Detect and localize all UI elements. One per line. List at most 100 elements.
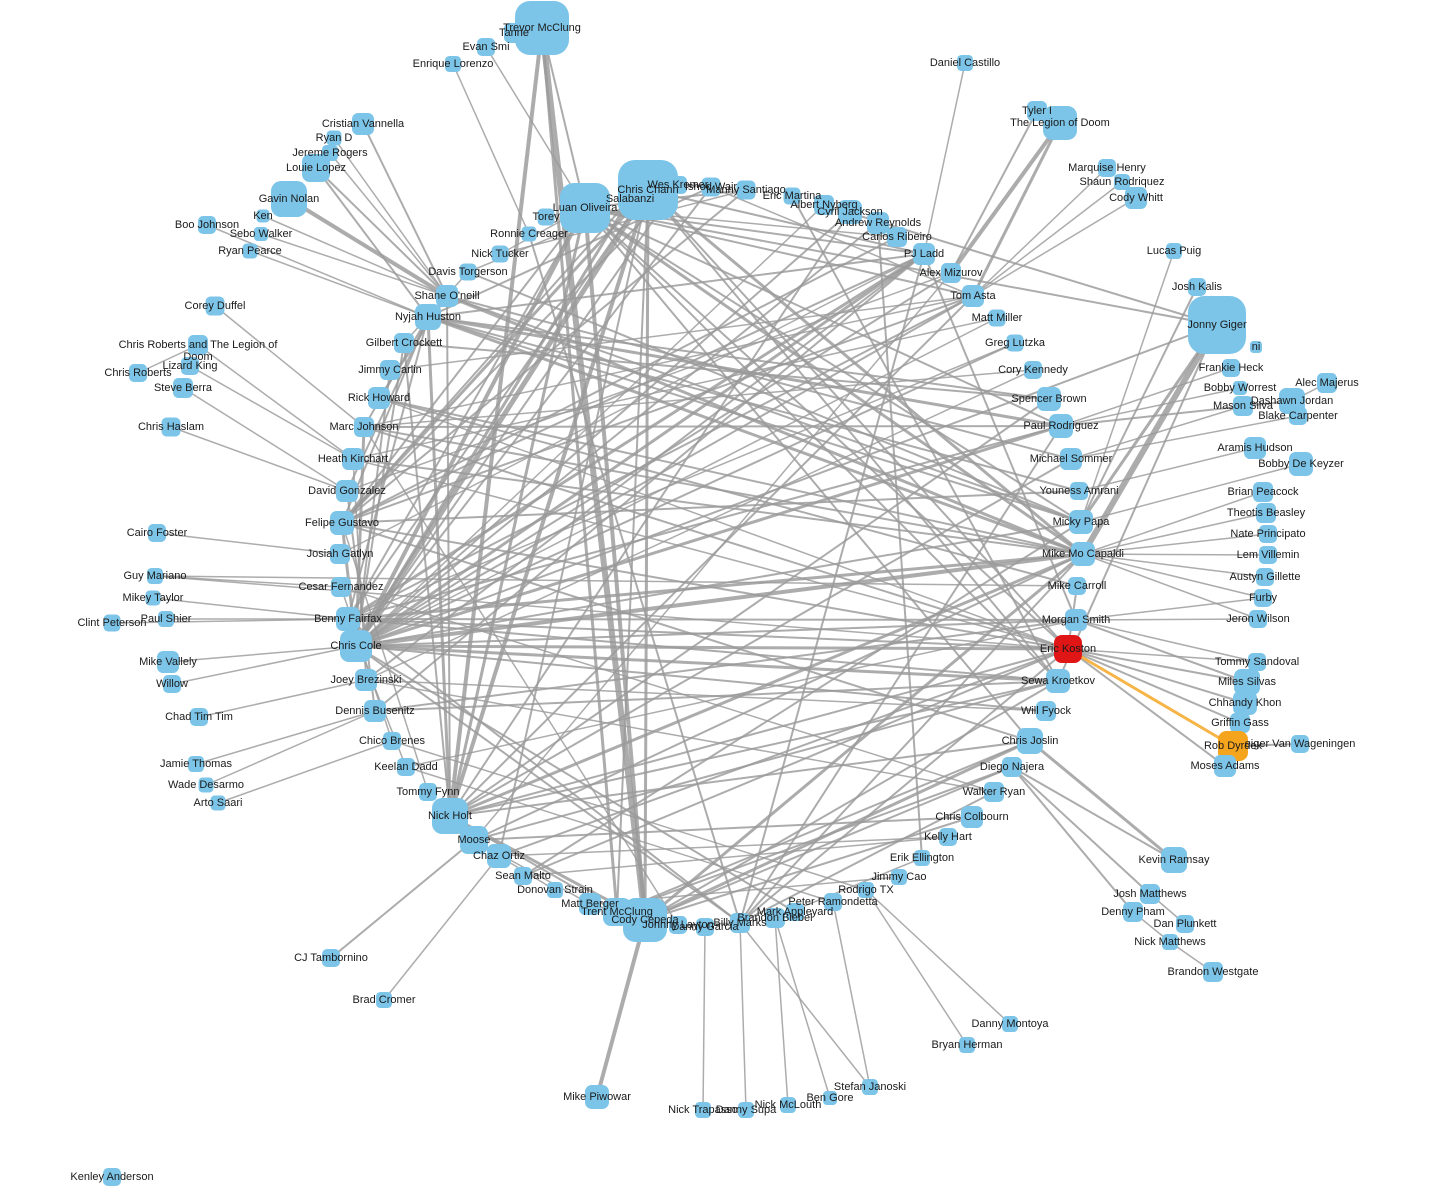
node-wade-desarmo[interactable]	[198, 777, 214, 793]
node-greg-lutzka[interactable]	[1006, 334, 1024, 352]
node-tanne[interactable]	[504, 23, 524, 43]
node-peter-ramondetta[interactable]	[824, 893, 842, 911]
node-ryan-d[interactable]	[326, 130, 342, 146]
node-kenley-anderson[interactable]	[103, 1168, 121, 1186]
node-austyn-gillette[interactable]	[1256, 568, 1274, 586]
node-brandon-westgate[interactable]	[1203, 962, 1223, 982]
node-nate-principato[interactable]	[1259, 525, 1277, 543]
node-theotis-beasley[interactable]	[1256, 503, 1276, 523]
node-will-fyock[interactable]	[1036, 701, 1056, 721]
node-cody-cepeda[interactable]	[623, 898, 667, 942]
node-torey[interactable]	[537, 208, 555, 226]
node-miles-silvas[interactable]	[1234, 669, 1260, 695]
node-aramis-hudson[interactable]	[1244, 437, 1266, 459]
node-ken[interactable]	[256, 209, 270, 223]
node-rodrigo-tx[interactable]	[858, 882, 874, 898]
node-carlos-ribeiro[interactable]	[887, 227, 907, 247]
node-danny-supa[interactable]	[738, 1102, 754, 1118]
node-marc-johnson[interactable]	[354, 417, 374, 437]
node-guy-mariano[interactable]	[147, 568, 163, 584]
node-josiah-gatlyn[interactable]	[330, 544, 350, 564]
node-jimmy-carlin[interactable]	[380, 360, 400, 380]
node-lem-villemin[interactable]	[1259, 546, 1277, 564]
node-chhandy-khon[interactable]	[1233, 691, 1257, 715]
node-micky-papa[interactable]	[1069, 510, 1093, 534]
node-morgan-smith[interactable]	[1065, 609, 1087, 631]
node-gilbert-crockett[interactable]	[394, 333, 414, 353]
node-nick-mclouth[interactable]	[780, 1097, 796, 1113]
node-gavin-nolan[interactable]	[271, 181, 307, 217]
node-felipe-gustavo[interactable]	[330, 511, 354, 535]
node-matt-miller[interactable]	[988, 309, 1006, 327]
node-chico-brenes[interactable]	[383, 732, 401, 750]
node-danny-montoya[interactable]	[1002, 1016, 1018, 1032]
node-kelly-hart[interactable]	[939, 828, 957, 846]
node-jeron-wilson[interactable]	[1249, 610, 1267, 628]
node-ben-gore[interactable]	[823, 1091, 837, 1105]
node-cj-tambornino[interactable]	[322, 949, 340, 967]
node-spencer-brown[interactable]	[1037, 387, 1061, 411]
node-billy-marks[interactable]	[730, 913, 750, 933]
node-stefan-janoski[interactable]	[862, 1079, 878, 1095]
node-tom-asta[interactable]	[962, 285, 984, 307]
node-arto-saari[interactable]	[210, 795, 226, 811]
node-eric-martina[interactable]	[783, 187, 801, 205]
node-cairo-foster[interactable]	[148, 524, 166, 542]
node-marquise-henry[interactable]	[1098, 159, 1116, 177]
node-lucas-puig[interactable]	[1166, 243, 1182, 259]
node-rick-howard[interactable]	[368, 387, 390, 409]
node-trevor-mcclung[interactable]	[515, 1, 569, 55]
node-donovan-strain[interactable]	[547, 882, 563, 898]
node-tyler-i[interactable]	[1027, 101, 1047, 121]
node-chaz-ortiz[interactable]	[487, 844, 511, 868]
node-blake-carpenter[interactable]	[1289, 407, 1307, 425]
node-mike-carroll[interactable]	[1068, 577, 1086, 595]
node-chris-colbourn[interactable]	[961, 806, 983, 828]
node-albert-nyberg[interactable]	[814, 195, 834, 215]
node-nick-holt[interactable]	[432, 798, 468, 834]
node-boo-johnson[interactable]	[198, 216, 216, 234]
node-chris-haslam[interactable]	[161, 417, 181, 437]
node-cody-whitt[interactable]	[1125, 187, 1147, 209]
node-frankie-heck[interactable]	[1222, 359, 1240, 377]
node-nick-matthews[interactable]	[1162, 934, 1178, 950]
node-michael-sommer[interactable]	[1060, 448, 1082, 470]
node-ryan-pearce[interactable]	[242, 243, 258, 259]
node-louie-lopez[interactable]	[302, 154, 330, 182]
node-corey-duffel[interactable]	[205, 296, 225, 316]
node-sean-malto[interactable]	[514, 867, 532, 885]
node-chris-joslin[interactable]	[1017, 728, 1043, 754]
node-sewa-kroetkov[interactable]	[1046, 669, 1070, 693]
node-furby[interactable]	[1254, 589, 1272, 607]
node-shane-o-neill[interactable]	[436, 285, 458, 307]
node-cyril-jackson[interactable]	[838, 200, 862, 224]
node-cristian-vannella[interactable]	[352, 113, 374, 135]
node-luan-oliveira[interactable]	[560, 183, 610, 233]
node-denny-pham[interactable]	[1123, 902, 1143, 922]
node-matt-berger[interactable]	[579, 893, 601, 915]
node-erik-ellington[interactable]	[914, 850, 930, 866]
node-ni[interactable]	[1250, 341, 1262, 353]
node-danny-garcia[interactable]	[696, 918, 714, 936]
node-chris-cole[interactable]	[340, 630, 372, 662]
node-chris-roberts-and-the-legion-of-doom[interactable]	[188, 335, 208, 355]
node-daniel-castillo[interactable]	[957, 55, 973, 71]
node-alex-mizurov[interactable]	[941, 263, 961, 283]
node-joey-brezinski[interactable]	[355, 669, 377, 691]
node-mikey-taylor[interactable]	[145, 590, 161, 606]
node-diego-najera[interactable]	[1002, 757, 1022, 777]
node-bobby-worrest[interactable]	[1233, 381, 1247, 395]
node-willow[interactable]	[163, 675, 181, 693]
node-manny-santiago[interactable]	[736, 180, 756, 200]
node-jimmy-cao[interactable]	[891, 869, 907, 885]
node-kevin-ramsay[interactable]	[1161, 847, 1187, 873]
node-rob-dyrdek[interactable]	[1218, 731, 1248, 761]
node-alec-majerus[interactable]	[1317, 373, 1337, 393]
node-chad-tim-tim[interactable]	[190, 708, 208, 726]
node-bryan-herman[interactable]	[959, 1037, 975, 1053]
node-tommy-fynn[interactable]	[419, 783, 437, 801]
node-brandon-biebel[interactable]	[765, 908, 785, 928]
node-josh-kalis[interactable]	[1188, 278, 1206, 296]
node-dan-plunkett[interactable]	[1176, 915, 1194, 933]
